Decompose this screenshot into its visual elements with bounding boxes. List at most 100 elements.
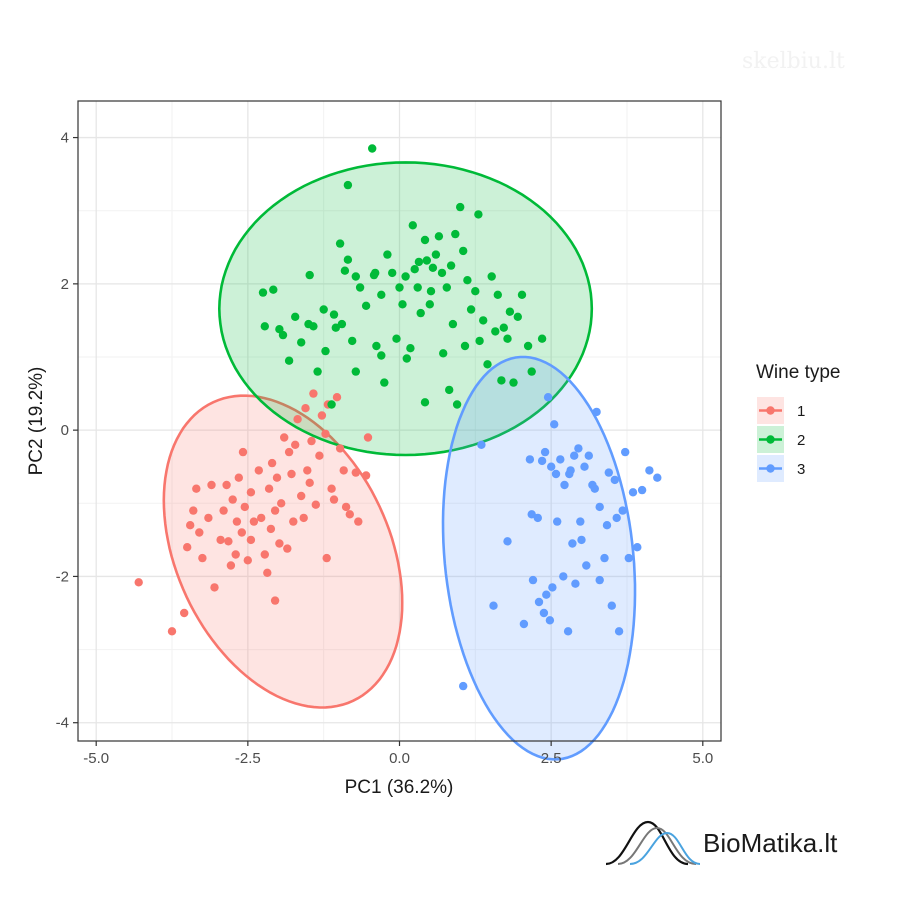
point-group-1: [345, 510, 354, 519]
point-group-1: [332, 393, 342, 402]
point-group-2: [327, 400, 336, 409]
point-group-2: [361, 301, 371, 310]
point-group-3: [607, 601, 616, 610]
point-group-1: [222, 480, 231, 490]
legend-title: Wine type: [756, 362, 840, 383]
point-group-2: [369, 270, 379, 280]
point-group-2: [329, 310, 339, 319]
point-group-1: [264, 484, 274, 493]
point-group-2: [401, 272, 410, 281]
point-group-3: [592, 407, 601, 417]
point-group-2: [408, 221, 417, 230]
point-group-2: [448, 319, 458, 329]
point-group-3: [582, 561, 591, 570]
point-group-1: [351, 468, 360, 477]
point-group-3: [459, 681, 468, 691]
point-group-2: [395, 283, 404, 292]
x-tick-label: 5.0: [692, 750, 713, 767]
point-group-2: [355, 283, 365, 292]
point-group-1: [339, 466, 348, 475]
point-group-2: [439, 349, 448, 358]
point-group-3: [628, 488, 638, 497]
point-group-3: [570, 451, 579, 460]
legend-label: 1: [797, 403, 805, 420]
legend-key-point: [766, 406, 775, 415]
point-group-2: [422, 256, 431, 265]
point-group-2: [497, 376, 506, 385]
point-group-2: [491, 327, 500, 336]
point-group-3: [533, 513, 542, 523]
point-group-1: [305, 478, 314, 487]
point-group-3: [539, 608, 549, 618]
point-group-1: [361, 471, 371, 480]
point-group-2: [499, 323, 508, 332]
point-group-3: [565, 469, 574, 479]
point-group-3: [624, 553, 633, 563]
point-group-1: [317, 411, 327, 420]
point-group-2: [319, 305, 328, 314]
point-group-1: [224, 537, 233, 546]
point-group-1: [186, 521, 195, 530]
point-group-3: [590, 484, 599, 493]
point-group-3: [574, 444, 583, 453]
point-group-2: [475, 336, 484, 346]
point-group-2: [517, 290, 527, 299]
point-group-2: [416, 308, 425, 318]
point-group-2: [313, 367, 322, 376]
point-group-3: [584, 451, 593, 460]
brand-logo: BioMatika.lt: [585, 800, 900, 900]
point-group-3: [637, 485, 647, 495]
point-group-3: [621, 447, 630, 457]
y-tick-label: 0: [61, 422, 69, 439]
point-group-1: [219, 506, 228, 515]
point-group-3: [604, 468, 613, 477]
point-group-2: [425, 300, 434, 309]
point-group-1: [363, 433, 373, 442]
point-group-2: [456, 202, 465, 212]
point-group-2: [343, 180, 353, 190]
point-group-3: [551, 469, 561, 479]
point-group-1: [277, 499, 286, 508]
point-group-3: [618, 506, 627, 515]
point-group-2: [398, 300, 407, 309]
point-group-3: [653, 473, 662, 482]
point-group-2: [260, 322, 269, 331]
point-group-1: [228, 495, 237, 504]
point-group-2: [278, 330, 288, 340]
point-group-1: [299, 513, 308, 523]
point-group-2: [335, 239, 345, 248]
point-group-1: [303, 466, 312, 475]
point-group-2: [420, 235, 430, 245]
point-group-1: [207, 480, 216, 490]
point-group-2: [434, 232, 444, 241]
plot-panel: [77, 100, 722, 761]
point-group-1: [263, 568, 272, 577]
point-group-1: [341, 502, 351, 512]
point-group-2: [269, 285, 278, 294]
point-group-1: [237, 528, 246, 537]
point-group-2: [368, 144, 377, 153]
point-group-2: [451, 229, 460, 239]
point-group-1: [270, 596, 280, 605]
point-group-2: [537, 334, 547, 343]
point-group-2: [471, 287, 480, 296]
point-group-1: [309, 389, 318, 398]
point-group-2: [331, 323, 340, 332]
point-group-3: [477, 440, 486, 449]
point-group-3: [553, 517, 562, 526]
point-group-1: [297, 491, 306, 501]
point-group-2: [388, 268, 397, 278]
point-group-3: [542, 590, 551, 599]
point-group-3: [614, 627, 624, 636]
y-tick-label: 4: [61, 130, 69, 147]
point-group-3: [503, 537, 512, 546]
point-group-3: [595, 502, 604, 512]
point-group-3: [610, 475, 619, 485]
point-group-2: [351, 367, 360, 376]
point-group-3: [540, 447, 550, 457]
point-group-2: [503, 334, 512, 343]
point-group-2: [340, 266, 350, 275]
point-group-1: [249, 517, 259, 526]
point-group-2: [348, 336, 357, 346]
